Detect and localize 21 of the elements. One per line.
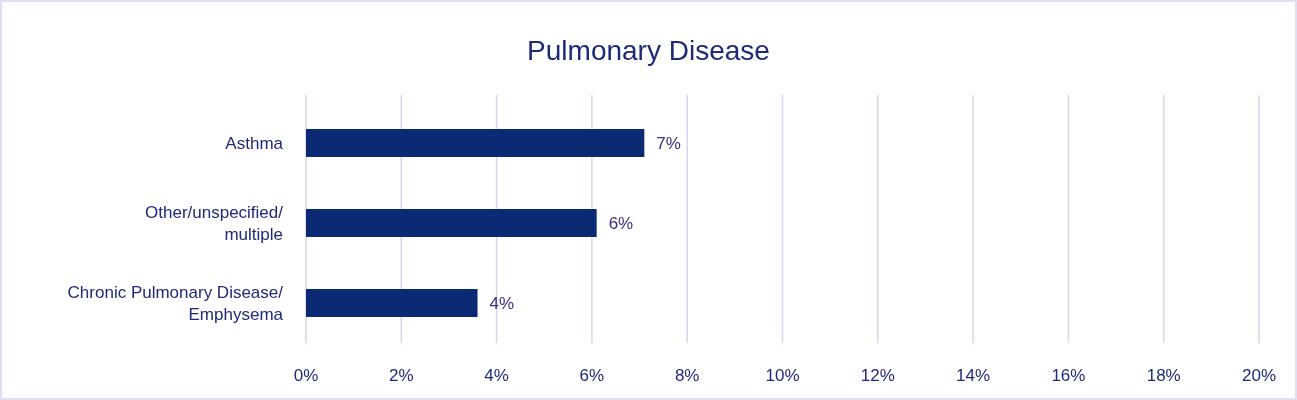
bar xyxy=(306,289,478,317)
data-label: 6% xyxy=(608,214,634,233)
chart-title: Pulmonary Disease xyxy=(527,35,770,66)
x-tick-label: 4% xyxy=(484,366,509,385)
x-tick-label: 18% xyxy=(1146,366,1181,385)
x-tick-label: 0% xyxy=(293,366,319,385)
x-tick-label: 12% xyxy=(860,366,895,385)
bar xyxy=(306,129,645,157)
y-tick-label: Asthma xyxy=(225,134,284,153)
x-tick-label: 14% xyxy=(956,366,991,385)
data-label: 7% xyxy=(656,134,681,153)
y-tick-label: Other/unspecified/ multiple xyxy=(145,203,284,244)
x-tick-label: 20% xyxy=(1241,366,1277,385)
y-tick-label: Chronic Pulmonary Disease/ Emphysema xyxy=(67,283,284,324)
x-tick-label: 10% xyxy=(765,366,800,385)
x-tick-label: 8% xyxy=(674,366,700,385)
bar xyxy=(306,209,597,237)
x-tick-label: 2% xyxy=(389,366,414,385)
x-tick-label: 6% xyxy=(579,366,605,385)
data-label: 4% xyxy=(489,294,515,313)
x-tick-label: 16% xyxy=(1051,366,1086,385)
